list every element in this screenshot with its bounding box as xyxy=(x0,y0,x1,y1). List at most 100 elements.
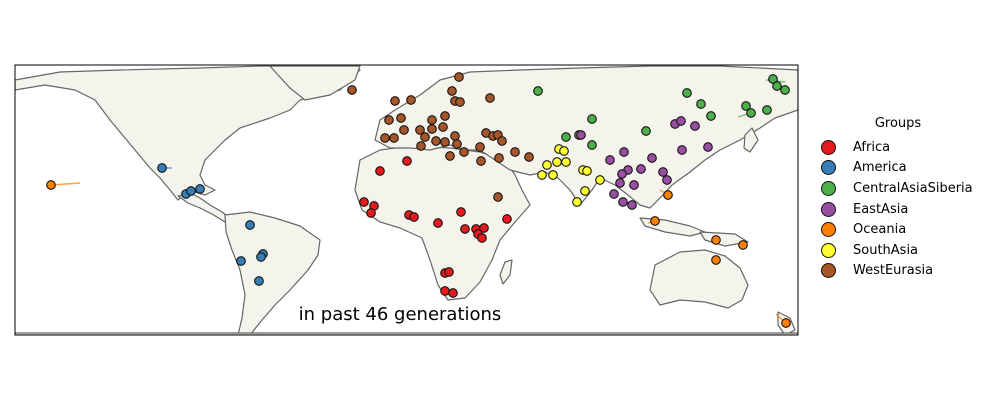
landmass-south-america xyxy=(224,211,321,335)
sample-point xyxy=(605,155,615,165)
sample-point xyxy=(696,99,706,109)
legend-label: Oceania xyxy=(853,222,907,238)
sample-point xyxy=(609,189,619,199)
landmass-new-guinea xyxy=(699,231,749,247)
sample-point xyxy=(236,256,246,266)
sample-point xyxy=(46,180,56,190)
sample-point xyxy=(682,88,692,98)
sample-point xyxy=(587,114,597,124)
legend-item: CentralAsiaSiberia xyxy=(818,178,996,199)
sample-point xyxy=(493,192,503,202)
legend-label: SouthAsia xyxy=(853,242,919,258)
sample-point xyxy=(454,72,464,82)
sample-point xyxy=(254,276,264,286)
sample-point xyxy=(447,86,457,96)
sample-point xyxy=(420,132,430,142)
map-caption: in past 46 generations xyxy=(299,304,502,325)
landmasses xyxy=(15,65,798,335)
sample-point xyxy=(618,197,628,207)
sample-point xyxy=(186,186,196,196)
sample-point xyxy=(359,197,369,207)
landmass-madagascar xyxy=(499,259,513,285)
sample-point xyxy=(477,233,487,243)
sample-point xyxy=(455,97,465,107)
sample-point xyxy=(650,216,660,226)
legend-swatch xyxy=(821,263,836,279)
sample-point xyxy=(629,180,639,190)
legend: Groups Africa America CentralAsiaSiberia Ea… xyxy=(818,116,996,281)
sample-point xyxy=(256,252,266,262)
sample-point xyxy=(448,288,458,298)
sample-point xyxy=(641,126,651,136)
sample-point xyxy=(762,105,772,115)
sample-point xyxy=(427,115,437,125)
sample-point xyxy=(711,235,721,245)
legend-item: Oceania xyxy=(818,219,996,240)
legend-label: CentralAsiaSiberia xyxy=(853,180,973,196)
sample-point xyxy=(433,218,443,228)
sample-point xyxy=(409,212,419,222)
sample-point xyxy=(366,208,376,218)
sample-point xyxy=(542,160,552,170)
legend-swatch xyxy=(821,180,836,196)
sample-point xyxy=(510,147,520,157)
sample-point xyxy=(595,175,605,185)
legend-item: EastAsia xyxy=(818,199,996,220)
sample-point xyxy=(658,167,668,177)
legend-label: Africa xyxy=(853,139,891,155)
sample-point xyxy=(502,214,512,224)
sample-point xyxy=(537,170,547,180)
sample-point xyxy=(347,85,357,95)
legend-item: SouthAsia xyxy=(818,240,996,261)
legend-item: WestEurasia xyxy=(818,261,996,282)
landmass-australia xyxy=(649,249,749,309)
sample-point xyxy=(617,169,627,179)
sample-point xyxy=(772,81,782,91)
sample-point xyxy=(711,255,721,265)
sample-point xyxy=(452,139,462,149)
sample-point xyxy=(450,131,460,141)
legend-label: EastAsia xyxy=(853,201,909,217)
sample-point xyxy=(390,96,400,106)
landmass-eurasia xyxy=(374,65,798,209)
sample-point xyxy=(245,220,255,230)
sample-point xyxy=(780,85,790,95)
sample-point xyxy=(548,170,558,180)
sample-point xyxy=(561,132,571,142)
legend-title: Groups xyxy=(874,116,922,131)
sample-point xyxy=(781,318,791,328)
legend-swatch xyxy=(821,201,836,217)
sample-point xyxy=(415,125,425,135)
sample-point xyxy=(427,124,437,134)
landmass-japan xyxy=(743,127,759,153)
sample-point xyxy=(703,142,713,152)
sample-point xyxy=(475,142,485,152)
sample-point xyxy=(440,286,450,296)
sample-point xyxy=(440,111,450,121)
sample-point xyxy=(402,156,412,166)
sample-point xyxy=(494,153,504,163)
sample-point xyxy=(533,86,543,96)
sample-point xyxy=(559,146,569,156)
sample-point xyxy=(438,122,448,132)
sample-point xyxy=(157,163,167,173)
sample-point xyxy=(738,240,748,250)
landmass-greenland xyxy=(269,65,361,101)
legend-swatch xyxy=(821,139,836,155)
sample-point xyxy=(485,93,495,103)
sample-point xyxy=(741,101,751,111)
legend-swatch xyxy=(821,160,836,176)
sample-point xyxy=(677,145,687,155)
sample-point xyxy=(389,133,399,143)
sample-point xyxy=(572,197,582,207)
sample-point xyxy=(444,267,454,277)
sample-point xyxy=(662,175,672,185)
sample-point xyxy=(406,95,416,105)
sample-point xyxy=(619,147,629,157)
sample-point xyxy=(459,147,469,157)
sample-point xyxy=(445,151,455,161)
sample-point xyxy=(615,178,625,188)
legend-label: WestEurasia xyxy=(853,263,934,279)
sample-point xyxy=(647,153,657,163)
